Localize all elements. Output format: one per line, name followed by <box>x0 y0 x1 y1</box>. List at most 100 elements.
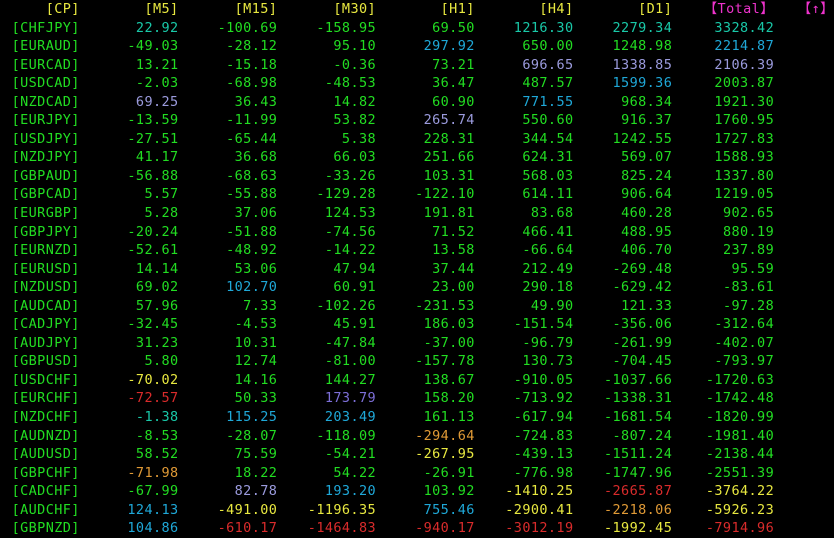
currency-pair-label[interactable]: [NZDUSD] <box>11 279 80 296</box>
timeframe-value-cell: -0.36 <box>333 56 377 73</box>
table-row[interactable]: [GBPJPY] -20.24 -51.88 -74.56 71.52 466.41 488… <box>0 223 834 242</box>
timeframe-value-cell: -261.99 <box>612 334 673 351</box>
table-row[interactable]: [AUDCAD] 57.96 7.33 -102.26 -231.53 49.90 121.… <box>0 297 834 316</box>
table-row[interactable]: [EURCAD] 13.21 -15.18 -0.36 73.21 696.65 1338.… <box>0 56 834 75</box>
table-row[interactable]: [EURJPY] -13.59 -11.99 53.82 265.74 550.60 916… <box>0 111 834 130</box>
currency-pair-label[interactable]: [GBPAUD] <box>11 167 80 184</box>
currency-pair-label[interactable]: [USDJPY] <box>11 130 80 147</box>
currency-pair-label[interactable]: [AUDNZD] <box>11 427 80 444</box>
column-header-m5[interactable]: [M5] <box>144 1 179 17</box>
table-row[interactable]: [USDJPY] -27.51 -65.44 5.38 228.31 344.54 1242… <box>0 130 834 149</box>
currency-pair-label[interactable]: [AUDJPY] <box>11 334 80 351</box>
timeframe-value-cell: 569.07 <box>621 149 673 166</box>
table-row[interactable]: [USDCAD] -2.03 -68.98 -48.53 36.47 487.57 1599… <box>0 74 834 93</box>
currency-pair-label[interactable]: [CHFJPY] <box>11 19 80 36</box>
total-value-cell: 2106.39 <box>714 56 775 73</box>
table-row[interactable]: [EURGBP] 5.28 37.06 124.53 191.81 83.68 460.28… <box>0 204 834 223</box>
timeframe-value-cell: 1242.55 <box>612 130 673 147</box>
table-row[interactable]: [AUDJPY] 31.23 10.31 -47.84 -37.00 -96.79 -261… <box>0 334 834 353</box>
timeframe-value-cell: 95.10 <box>333 38 377 55</box>
timeframe-value-cell: 37.44 <box>432 260 475 277</box>
total-value-cell: 1337.80 <box>714 167 775 184</box>
table-row[interactable]: [NZDJPY] 41.17 36.68 66.03 251.66 624.31 569.0… <box>0 148 834 167</box>
table-row[interactable]: [EURUSD] 14.14 53.06 47.94 37.44 212.49 -269.4… <box>0 260 834 279</box>
currency-pair-label[interactable]: [GBPCHF] <box>11 464 80 481</box>
currency-pair-label[interactable]: [EURGBP] <box>11 205 80 222</box>
table-row[interactable]: [USDCHF] -70.02 14.16 144.27 138.67 -910.05 -1… <box>0 371 834 390</box>
table-row[interactable]: [AUDCHF] 124.13 -491.00 -1196.35 755.46 -2900… <box>0 501 834 520</box>
currency-pair-label[interactable]: [EURUSD] <box>11 260 80 277</box>
table-row[interactable]: [NZDCHF] -1.38 115.25 203.49 161.13 -617.94 -1… <box>0 408 834 427</box>
table-row[interactable]: [GBPUSD] 5.80 12.74 -81.00 -157.78 130.73 -704… <box>0 352 834 371</box>
table-row[interactable]: [CADJPY] -32.45 -4.53 45.91 186.03 -151.54 -35… <box>0 315 834 334</box>
currency-pair-label[interactable]: [GBPUSD] <box>11 353 80 370</box>
timeframe-value-cell: -20.24 <box>127 223 179 240</box>
trend-arrow-cell <box>774 111 834 130</box>
currency-pair-label[interactable]: [GBPJPY] <box>11 223 80 240</box>
currency-pair-label[interactable]: [NZDCHF] <box>11 409 80 426</box>
timeframe-value-cell: 130.73 <box>522 353 574 370</box>
column-header-h1[interactable]: [H1] <box>440 1 475 17</box>
trend-arrow-cell <box>774 334 834 353</box>
currency-pair-label[interactable]: [CADJPY] <box>11 316 80 333</box>
table-row[interactable]: [NZDCAD] 69.25 36.43 14.82 60.90 771.55 968.34… <box>0 93 834 112</box>
timeframe-value-cell: -1.38 <box>135 409 179 426</box>
currency-pair-label[interactable]: [AUDCAD] <box>11 297 80 314</box>
timeframe-value-cell: 75.59 <box>234 446 278 463</box>
currency-pair-label[interactable]: [EURNZD] <box>11 242 80 259</box>
timeframe-value-cell: -11.99 <box>226 112 278 129</box>
column-header-m30[interactable]: [M30] <box>333 1 377 17</box>
currency-pair-label[interactable]: [NZDCAD] <box>11 93 80 110</box>
total-value-cell: -2138.44 <box>705 446 775 463</box>
currency-pair-label[interactable]: [AUDUSD] <box>11 446 80 463</box>
table-row[interactable]: [EURNZD] -52.61 -48.92 -14.22 13.58 -66.64 406… <box>0 241 834 260</box>
timeframe-value-cell: -71.98 <box>127 464 179 481</box>
timeframe-value-cell: -14.22 <box>324 242 377 259</box>
currency-pair-label[interactable]: [GBPNZD] <box>11 520 80 537</box>
column-header-d1[interactable]: [D1] <box>638 1 673 17</box>
currency-pair-label[interactable]: [USDCAD] <box>11 75 80 92</box>
currency-pair-label[interactable]: [EURAUD] <box>11 38 80 55</box>
currency-pair-label[interactable]: [GBPCAD] <box>11 186 80 203</box>
currency-pair-label[interactable]: [CADCHF] <box>11 483 80 500</box>
total-value-cell: 902.65 <box>722 205 775 222</box>
timeframe-value-cell: 1248.98 <box>612 38 673 55</box>
timeframe-value-cell: -617.94 <box>513 409 574 426</box>
table-row[interactable]: [GBPAUD] -56.88 -68.63 -33.26 103.31 568.03 82… <box>0 167 834 186</box>
table-row[interactable]: [GBPCAD] 5.57 -55.88 -129.28 -122.10 614.11 90… <box>0 185 834 204</box>
currency-pair-label[interactable]: [AUDCHF] <box>11 501 80 518</box>
trend-arrow-cell <box>774 130 834 149</box>
timeframe-value-cell: 2279.34 <box>612 19 673 36</box>
total-value-cell: -1981.40 <box>705 427 775 444</box>
column-header-cp[interactable]: [CP] <box>45 1 80 17</box>
table-row[interactable]: [GBPNZD] 104.86 -610.17 -1464.83 -940.17 -301… <box>0 519 834 538</box>
table-row[interactable]: [EURAUD] -49.03 -28.12 95.10 297.92 650.00 124… <box>0 37 834 56</box>
table-row[interactable]: [GBPCHF] -71.98 18.22 54.22 -26.91 -776.98 -17… <box>0 464 834 483</box>
timeframe-value-cell: -52.61 <box>127 242 179 259</box>
timeframe-value-cell: 1216.30 <box>513 19 574 36</box>
timeframe-value-cell: -1511.24 <box>604 446 673 463</box>
currency-pair-label[interactable]: [EURCAD] <box>11 56 80 73</box>
currency-pair-label[interactable]: [EURJPY] <box>11 112 80 129</box>
table-row[interactable]: [NZDUSD] 69.02 102.70 60.91 23.00 290.18 -629.… <box>0 278 834 297</box>
timeframe-value-cell: 45.91 <box>333 316 377 333</box>
table-row[interactable]: [CHFJPY] 22.92 -100.69 -158.95 69.50 1216.30 2… <box>0 19 834 38</box>
table-row[interactable]: [AUDNZD] -8.53 -28.07 -118.09 -294.64 -724.83… <box>0 427 834 446</box>
timeframe-value-cell: -1681.54 <box>604 409 673 426</box>
timeframe-value-cell: -81.00 <box>324 353 377 370</box>
currency-pair-label[interactable]: [USDCHF] <box>11 371 80 388</box>
column-header-total[interactable]: 【Total】 <box>703 1 775 17</box>
column-header-arrow[interactable]: 【↑】 <box>797 1 834 17</box>
table-row[interactable]: [CADCHF] -67.99 82.78 193.20 103.92 -1410.25 -… <box>0 482 834 501</box>
column-header-m15[interactable]: [M15] <box>234 1 278 17</box>
timeframe-value-cell: -2900.41 <box>505 501 574 518</box>
column-header-h4[interactable]: [H4] <box>539 1 574 17</box>
table-row[interactable]: [EURCHF] -72.57 50.33 173.79 158.20 -713.92 -1… <box>0 389 834 408</box>
trend-arrow-cell <box>774 445 834 464</box>
trend-arrow-cell <box>774 519 834 538</box>
timeframe-value-cell: -231.53 <box>415 297 475 314</box>
table-row[interactable]: [AUDUSD] 58.52 75.59 -54.21 -267.95 -439.13 -1… <box>0 445 834 464</box>
currency-pair-label[interactable]: [NZDJPY] <box>11 149 80 166</box>
currency-pair-label[interactable]: [EURCHF] <box>11 390 80 407</box>
